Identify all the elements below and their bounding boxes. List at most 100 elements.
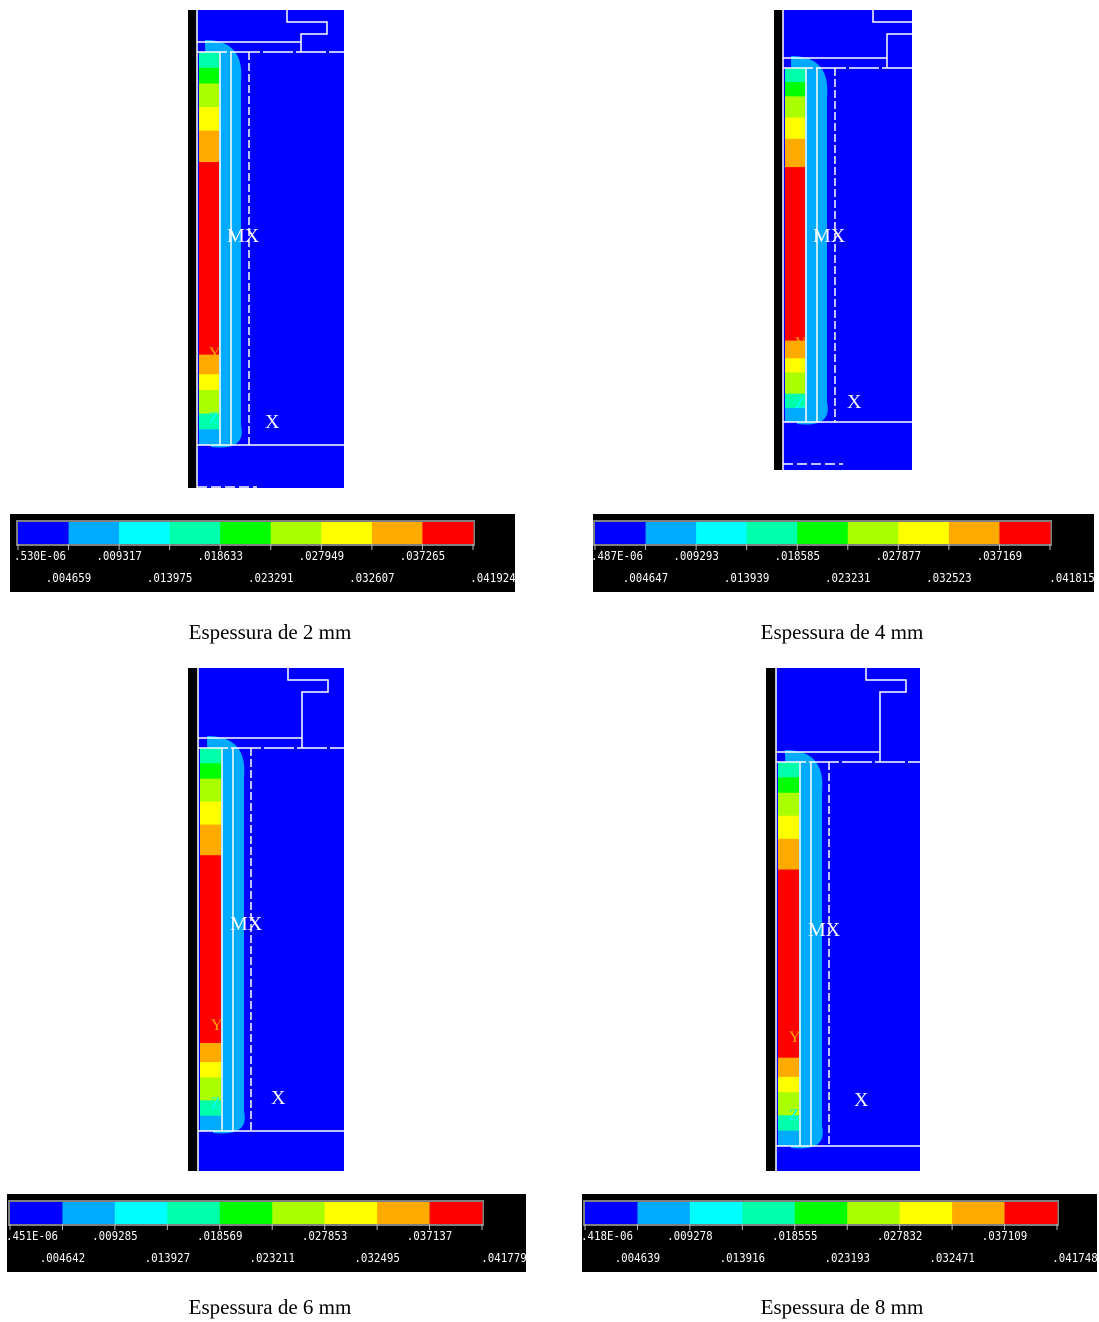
contour-band xyxy=(200,824,221,856)
legend-bottom-value: .032523 xyxy=(926,571,972,585)
legend-swatch xyxy=(952,1202,1006,1224)
legend-bottom-value: .013939 xyxy=(724,571,770,585)
legend-swatch xyxy=(324,1202,378,1224)
legend-bottom-value: .004639 xyxy=(615,1251,661,1265)
contour-band xyxy=(785,393,805,409)
legend-svg: .487E-06 .009293 .018585 .027877 .037169 .004… xyxy=(593,520,1094,585)
legend-top-value: .009278 xyxy=(667,1229,713,1243)
legend-swatch xyxy=(637,1202,691,1224)
contour-band xyxy=(199,374,219,391)
legend-svg: .530E-06 .009317 .018633 .027949 .037265 .004… xyxy=(14,520,515,585)
legend-swatch xyxy=(119,522,171,544)
legend-bottom-value: .004659 xyxy=(46,571,92,585)
contour-band xyxy=(778,1076,799,1093)
legend-bottom-value: .041815 xyxy=(1049,571,1094,585)
legend-top-value: .487E-06 xyxy=(593,549,643,563)
color-legend: .451E-06 .009285 .018569 .027853 .037137 .004… xyxy=(7,1194,526,1272)
legend-top-value: .009285 xyxy=(92,1229,138,1243)
legend-bottom-value: .041748 xyxy=(1052,1251,1097,1265)
legend-top-value: .037137 xyxy=(407,1229,453,1243)
contour-band xyxy=(199,354,219,375)
legend-swatch xyxy=(1004,1202,1058,1224)
axis-x-label: X xyxy=(265,411,280,433)
contour-plot: MX Y Z X xyxy=(774,10,912,470)
axis-y-label: Y xyxy=(211,1017,223,1034)
contour-svg: MX Y Z X xyxy=(775,668,920,1171)
legend-svg: .451E-06 .009285 .018569 .027853 .037137 .004… xyxy=(7,1200,526,1265)
legend-bottom-value: .023211 xyxy=(249,1251,295,1265)
legend-bottom-value: .004647 xyxy=(623,571,669,585)
axis-x-label: X xyxy=(271,1087,286,1109)
axis-y-label: Y xyxy=(789,1029,801,1046)
contour-band xyxy=(778,762,799,778)
contour-band xyxy=(785,407,805,423)
legend-top-value: .018555 xyxy=(772,1229,818,1243)
legend-swatch xyxy=(167,1202,221,1224)
contour-band xyxy=(778,869,799,1059)
panel-caption: Espessura de 2 mm xyxy=(188,620,352,644)
legend-bottom-value: .004642 xyxy=(40,1251,86,1265)
contour-band xyxy=(199,52,219,69)
max-marker-label: MX xyxy=(813,225,846,247)
contour-band xyxy=(200,1115,221,1132)
contour-band xyxy=(785,358,805,373)
contour-band xyxy=(778,838,799,871)
contour-svg: MX Y Z X xyxy=(196,10,344,488)
legend-bottom-value: .013927 xyxy=(145,1251,191,1265)
legend-top-value: .027877 xyxy=(876,549,922,563)
legend-top-value: .018569 xyxy=(197,1229,243,1243)
axis-y-label: Y xyxy=(795,335,807,352)
contour-band xyxy=(785,96,805,119)
legend-swatch xyxy=(114,1202,168,1224)
color-legend: .418E-06 .009278 .018555 .027832 .037109 .004… xyxy=(582,1194,1097,1272)
legend-swatch xyxy=(429,1202,483,1224)
contour-band xyxy=(785,117,805,140)
legend-top-value: .009317 xyxy=(96,549,142,563)
contour-band xyxy=(200,763,221,780)
contour-band xyxy=(200,1042,221,1063)
legend-swatch xyxy=(270,522,322,544)
contour-band xyxy=(785,138,805,168)
contour-band xyxy=(199,130,219,163)
contour-band xyxy=(200,1100,221,1117)
legend-bottom-value: .032607 xyxy=(349,571,395,585)
legend-bottom-value: .023291 xyxy=(248,571,294,585)
legend-bottom-value: .023231 xyxy=(825,571,871,585)
legend-top-value: .418E-06 xyxy=(582,1229,633,1243)
legend-svg: .418E-06 .009278 .018555 .027832 .037109 .004… xyxy=(582,1200,1097,1265)
legend-bottom-value: .041779 xyxy=(481,1251,526,1265)
contour-band xyxy=(200,855,221,1044)
legend-top-value: .018633 xyxy=(197,549,243,563)
legend-swatch xyxy=(696,522,748,544)
legend-top-value: .037109 xyxy=(982,1229,1028,1243)
contour-plot: MX Y Z X xyxy=(188,668,344,1171)
contour-band xyxy=(778,1057,799,1078)
legend-top-value: .009293 xyxy=(673,549,719,563)
axis-x-label: X xyxy=(847,391,862,413)
legend-swatch xyxy=(847,522,899,544)
legend-bottom-value: .032471 xyxy=(929,1251,975,1265)
legend-swatch xyxy=(999,522,1051,544)
contour-band xyxy=(199,107,219,132)
flange-outline xyxy=(287,668,329,748)
axis-z-label: Z xyxy=(789,1107,799,1124)
max-marker-label: MX xyxy=(230,913,263,935)
legend-swatch xyxy=(797,522,849,544)
contour-band xyxy=(199,413,219,430)
legend-swatch xyxy=(371,522,423,544)
contour-band xyxy=(200,1062,221,1078)
contour-plot: MX Y Z X xyxy=(766,668,920,1171)
contour-svg: MX Y Z X xyxy=(197,668,344,1171)
panel-caption: Espessura de 4 mm xyxy=(760,620,924,644)
legend-bottom-value: .013916 xyxy=(720,1251,766,1265)
contour-band xyxy=(199,67,219,84)
legend-top-value: .530E-06 xyxy=(14,549,66,563)
flange-outline xyxy=(865,668,907,762)
axis-z-label: Z xyxy=(211,1095,221,1112)
legend-bottom-value: .041924 xyxy=(470,571,515,585)
legend-swatch xyxy=(645,522,697,544)
legend-swatch xyxy=(169,522,221,544)
contour-band xyxy=(200,1077,221,1101)
legend-swatch xyxy=(898,522,950,544)
contour-band xyxy=(199,162,219,356)
